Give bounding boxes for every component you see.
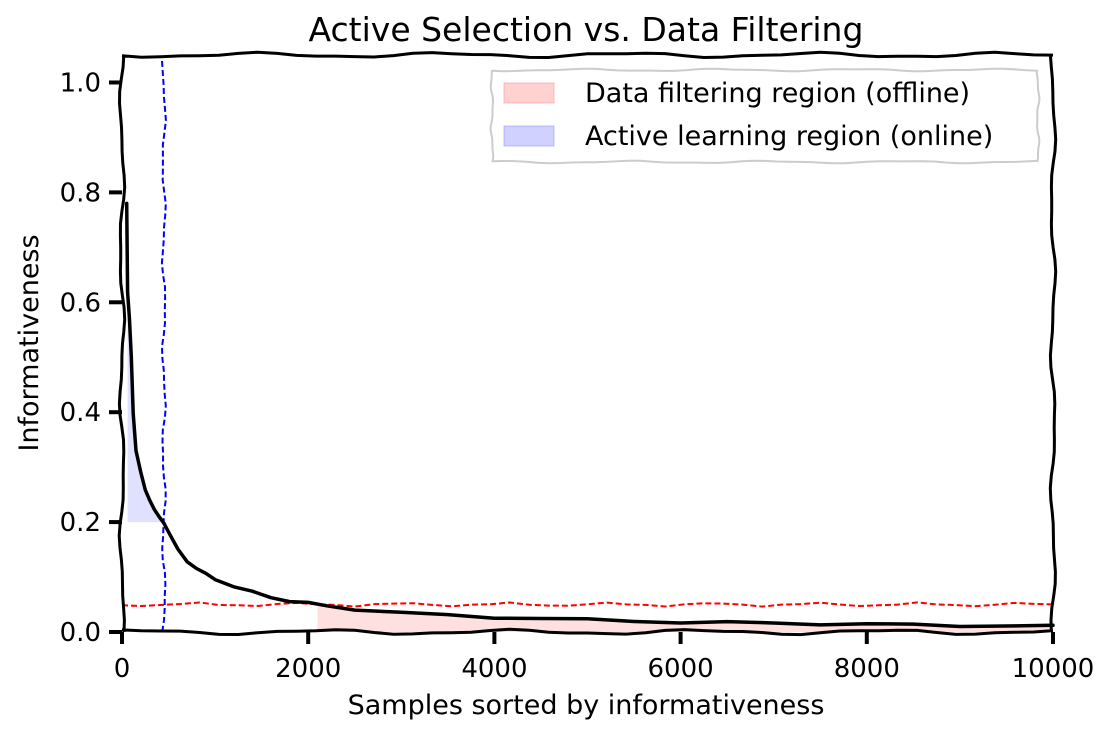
chart-title: Active Selection vs. Data Filtering [309,10,864,49]
series-layer [124,201,1055,629]
legend-swatch [503,82,555,104]
reference-line-vertical [160,60,167,633]
plot-frame [117,50,1058,637]
reference-line-horizontal [121,601,1054,608]
legend-entries: Data filtering region (offline) Active le… [503,78,993,152]
y-tick-label: 0.6 [60,288,101,318]
x-axis-label: Samples sorted by informativeness [348,690,825,721]
x-tick-label: 0 [114,654,131,684]
x-tick-label: 10000 [1012,654,1095,684]
y-tick-label: 0.0 [60,618,101,648]
reference-lines-layer [121,60,1054,633]
x-tick-label: 8000 [834,654,900,684]
series-line [124,201,1055,629]
x-tick-label: 4000 [461,654,527,684]
y-axis-label: Informativeness [14,234,45,451]
legend-box [489,67,1041,165]
legend-swatch [503,125,555,147]
y-tick-label: 0.8 [60,178,101,208]
x-axis-ticks: 0 2000 4000 6000 8000 10000 [114,632,1095,684]
legend-label: Active learning region (online) [585,121,993,152]
y-tick-label: 0.4 [60,398,101,428]
regions-layer [127,291,1053,632]
y-tick-label: 1.0 [60,68,101,98]
region-0 [317,604,1053,632]
y-axis-ticks: 0.0 0.2 0.4 0.6 0.8 1.0 [60,68,122,648]
legend-label: Data filtering region (offline) [585,78,970,109]
x-tick-label: 6000 [648,654,714,684]
region-1 [127,291,164,523]
x-tick-label: 2000 [275,654,341,684]
legend: Data filtering region (offline) Active le… [489,67,1041,165]
y-tick-label: 0.2 [60,508,101,538]
